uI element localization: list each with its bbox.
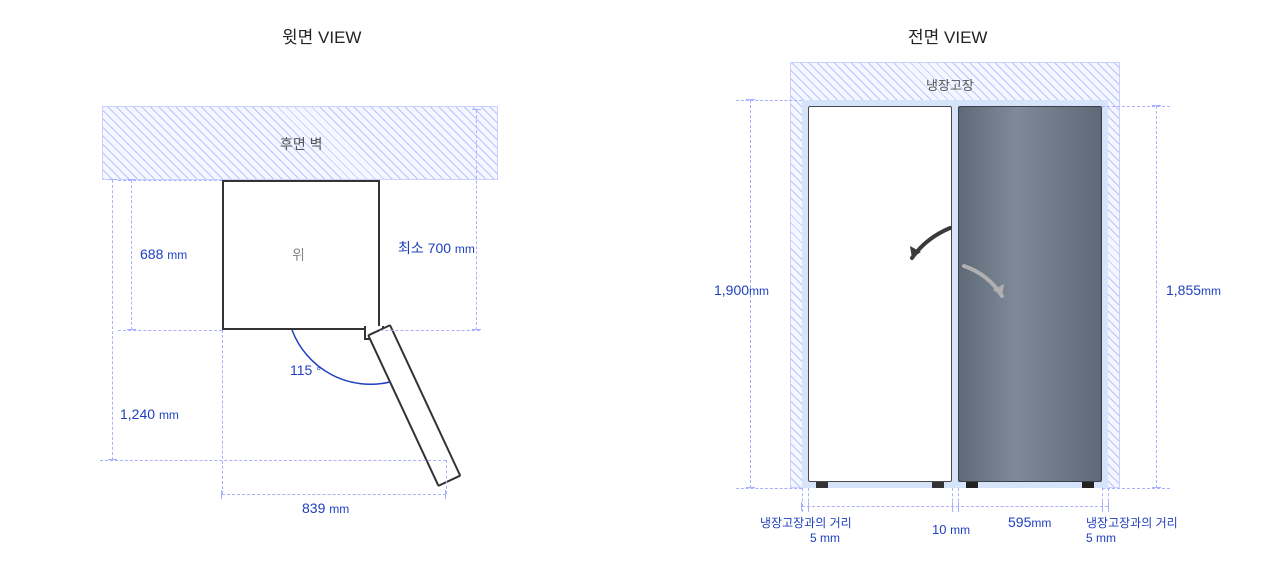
top-angle-value: 115 <box>290 362 312 378</box>
dim-839-tick-l <box>221 490 222 499</box>
diagram-stage: 윗면 VIEW 전면 VIEW 후면 벽 위 115 ° 688 mm 1,24… <box>0 0 1280 574</box>
front-fridge-right-foot-r <box>1082 482 1094 488</box>
dim-1900-bot-dash <box>736 488 802 489</box>
title-front-view: 전면 VIEW <box>908 23 987 48</box>
dim-1900-label: 1,900mm <box>714 282 769 298</box>
dim-688-tick-b <box>127 329 136 330</box>
dim-839-label: 839 mm <box>302 500 349 516</box>
dim-700-bot-dash <box>380 330 480 331</box>
dim-1855-top-dash <box>1102 106 1170 107</box>
dim-688-tick-t <box>127 179 136 180</box>
top-fridge-body-label: 위 <box>292 245 305 265</box>
dim-1855-bot-dash <box>1102 488 1170 489</box>
dim-595-label: 595mm <box>1008 514 1051 530</box>
front-fridge-left-foot-l <box>816 482 828 488</box>
dim-bot-t1 <box>801 502 802 511</box>
dim-leftclr-label: 냉장고장과의 거리 5 mm <box>760 514 840 545</box>
dim-688-bot-dash <box>118 330 222 331</box>
dim-839-tick-r <box>445 490 446 499</box>
dim-1900-tick-b <box>746 487 755 488</box>
dim-1900-tick-t <box>746 99 755 100</box>
dim-595-unit: mm <box>1031 516 1051 530</box>
dim-bot-t5 <box>1102 502 1103 511</box>
front-cabinet-label: 냉장고장 <box>926 75 974 94</box>
dim-839-right-dash <box>446 460 447 494</box>
dim-bot-t2 <box>808 502 809 511</box>
front-fridge-right-foot-l <box>966 482 978 488</box>
dim-rightclr-text: 냉장고장과의 거리 <box>1086 516 1178 530</box>
front-handle-arrow-right <box>958 260 1018 310</box>
dim-700-prefix: 최소 <box>398 240 428 256</box>
dim-688-top-dash <box>118 180 222 181</box>
dim-1240-unit: mm <box>159 408 179 422</box>
dim-839-hline <box>222 494 446 495</box>
dim-1855-val: 1,855 <box>1166 282 1201 298</box>
dim-700-tick-b <box>472 329 481 330</box>
dim-rightclr-val: 5 <box>1086 531 1093 545</box>
dim-688-val: 688 <box>140 246 163 262</box>
dim-839-left-dash <box>222 330 223 494</box>
dim-1855-label: 1,855mm <box>1166 282 1221 298</box>
dim-leftclr-unit: mm <box>820 531 840 545</box>
dim-688-label: 688 mm <box>140 246 187 262</box>
dim-700-val: 700 <box>428 240 451 256</box>
title-top-view: 윗면 VIEW <box>282 23 361 48</box>
dim-839-unit: mm <box>329 502 349 516</box>
dim-bot-t3 <box>952 502 953 511</box>
dim-bot-hline <box>802 506 1108 507</box>
top-rear-wall-label: 후면 벽 <box>280 134 323 154</box>
dim-1240-tick-b <box>108 459 117 460</box>
dim-1855-vline <box>1156 106 1157 488</box>
dim-1240-bot-dash <box>100 460 446 461</box>
dim-688-vline <box>131 180 132 330</box>
dim-1240-vline <box>112 180 113 460</box>
dim-1855-unit: mm <box>1201 284 1221 298</box>
top-angle-label: 115 ° <box>290 362 321 378</box>
dim-bot-t4 <box>958 502 959 511</box>
dim-bot-v1 <box>802 488 803 512</box>
dim-688-unit: mm <box>167 248 187 262</box>
dim-1855-tick-t <box>1152 105 1161 106</box>
dim-1240-tick-t <box>108 179 117 180</box>
dim-1900-val: 1,900 <box>714 282 749 298</box>
top-angle-unit: ° <box>316 364 321 378</box>
front-handle-arrow-left <box>900 220 960 270</box>
dim-1240-val: 1,240 <box>120 406 155 422</box>
dim-595-val: 595 <box>1008 514 1031 530</box>
dim-centergap-unit: mm <box>950 523 970 537</box>
dim-1900-unit: mm <box>749 284 769 298</box>
dim-1855-tick-b <box>1152 487 1161 488</box>
dim-rightclr-label: 냉장고장과의 거리 5 mm <box>1086 514 1176 545</box>
dim-839-val: 839 <box>302 500 325 516</box>
dim-bot-t6 <box>1108 502 1109 511</box>
dim-leftclr-text: 냉장고장과의 거리 <box>760 516 852 530</box>
front-fridge-left-foot-r <box>932 482 944 488</box>
dim-700-vline <box>476 110 477 330</box>
front-fridge-left <box>808 106 952 482</box>
dim-leftclr-val: 5 <box>810 531 817 545</box>
dim-700-label: 최소 700 mm <box>398 238 475 258</box>
dim-centergap-label: 10 mm <box>932 522 970 537</box>
dim-centergap-val: 10 <box>932 522 946 537</box>
dim-1240-label: 1,240 mm <box>120 406 179 422</box>
dim-rightclr-unit: mm <box>1096 531 1116 545</box>
dim-700-tick-t <box>472 109 481 110</box>
dim-700-unit: mm <box>455 242 475 256</box>
dim-1900-top-dash <box>736 100 802 101</box>
